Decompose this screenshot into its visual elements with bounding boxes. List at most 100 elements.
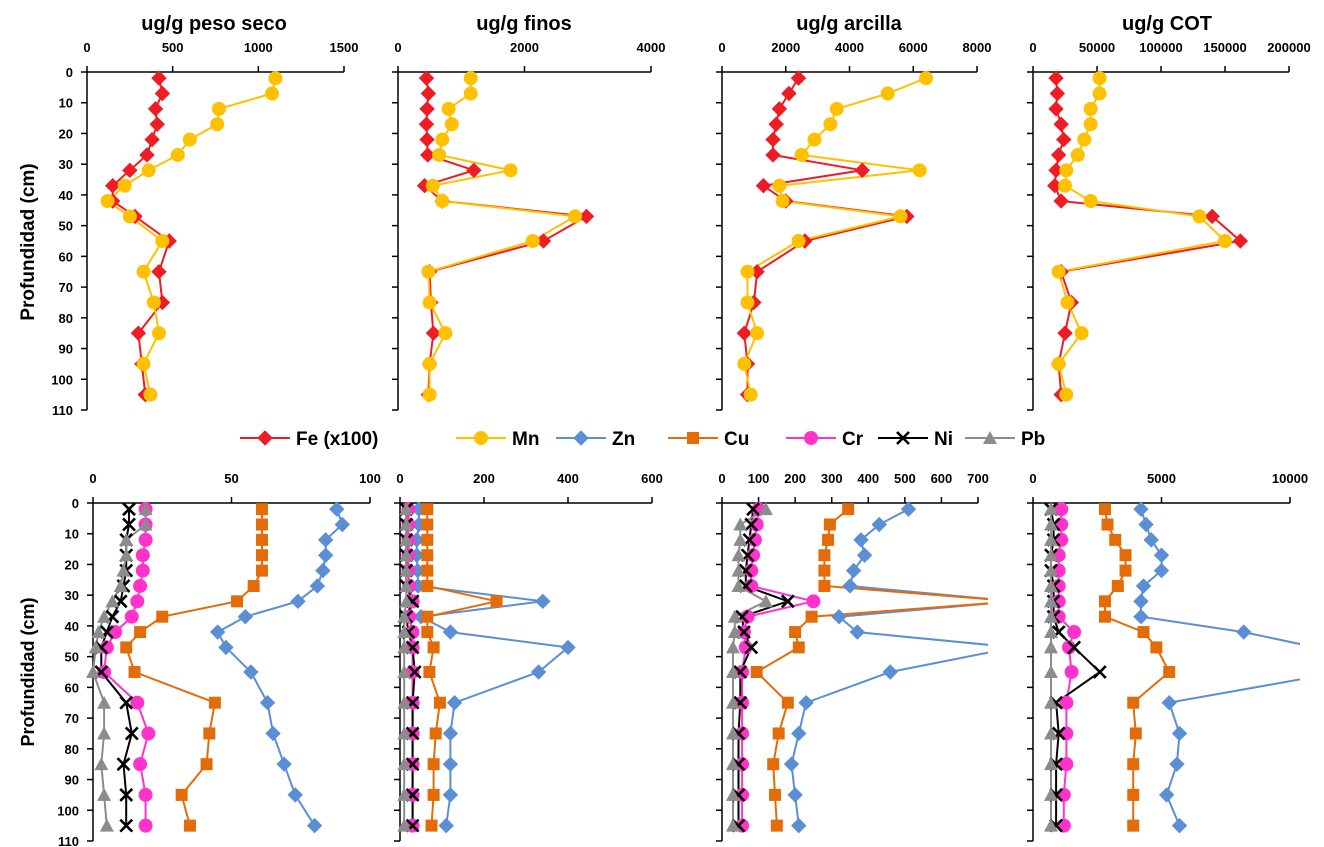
- data-point-pb: [105, 594, 120, 608]
- data-point-cu: [429, 727, 442, 740]
- data-point-ni: [744, 640, 759, 655]
- x-tick-label: 2000: [510, 40, 539, 55]
- data-point-zn: [1171, 725, 1188, 742]
- data-point-cu: [750, 666, 763, 678]
- data-point-zn: [853, 532, 869, 548]
- data-point-zn: [442, 725, 459, 742]
- data-point-mn: [823, 117, 838, 132]
- data-point-pb: [758, 502, 773, 516]
- data-point-fe: [1048, 70, 1064, 86]
- data-point-pb: [1043, 625, 1058, 639]
- legend-item-ni: Ni: [878, 429, 953, 450]
- y-axis-label-top: Profundidad (cm): [18, 163, 39, 320]
- panel-fe-mn-dry-weight: 0 500 1000 1500 0 10 20 30 40 50 60 70 80 90 100 110: [51, 40, 358, 418]
- data-point-mn: [136, 264, 151, 279]
- series-line-pb: [403, 509, 408, 826]
- data-point-pb: [758, 594, 773, 608]
- data-point-fe: [781, 85, 797, 102]
- data-point-zn: [442, 624, 459, 640]
- data-point-mn: [432, 147, 447, 162]
- data-point-fe: [578, 208, 595, 225]
- x-tick-label: 0: [1029, 471, 1036, 486]
- data-point-mn: [1059, 163, 1074, 178]
- data-point-pb: [1043, 665, 1058, 678]
- data-point-mn: [880, 86, 895, 101]
- data-point-cu: [421, 564, 434, 577]
- data-point-pb: [727, 609, 742, 623]
- data-point-mn: [503, 163, 518, 178]
- data-point-zn: [276, 756, 292, 772]
- data-point-pb: [397, 665, 412, 678]
- data-point-pb: [1043, 640, 1058, 654]
- data-point-cr: [130, 594, 145, 609]
- data-point-cu: [255, 533, 268, 546]
- data-point-cu: [208, 696, 221, 709]
- data-point-pb: [119, 532, 134, 546]
- data-point-cu: [156, 610, 169, 623]
- y-tick-label: 50: [65, 650, 79, 665]
- data-point-mn: [146, 295, 161, 310]
- data-point-zn: [309, 578, 326, 594]
- data-point-fe: [1057, 325, 1073, 341]
- data-point-fe: [466, 162, 482, 179]
- data-point-cu: [770, 819, 783, 832]
- x-tick-label: 4000: [637, 40, 666, 55]
- data-point-mn: [122, 209, 137, 224]
- series-line-ni: [737, 508, 791, 826]
- legend-label-fe: Fe (x100): [296, 429, 378, 450]
- x-tick-label: 0: [394, 40, 401, 55]
- data-point-cu: [1098, 610, 1111, 623]
- data-point-zn: [1169, 756, 1185, 772]
- y-tick-label: 70: [59, 280, 73, 295]
- data-point-cu: [1127, 696, 1140, 709]
- data-point-zn: [530, 664, 547, 680]
- data-point-pb: [1043, 594, 1058, 608]
- data-point-ni: [1092, 665, 1107, 679]
- data-point-cu: [1111, 579, 1124, 592]
- series-line-cu: [426, 509, 497, 826]
- data-point-mn: [740, 295, 755, 310]
- legend-label-cr: Cr: [842, 429, 864, 450]
- x-tick-label: 10000: [1272, 471, 1308, 486]
- y-tick-label: 30: [59, 157, 73, 172]
- data-point-cu: [772, 727, 785, 740]
- x-tick-label: 500: [894, 471, 916, 486]
- data-point-cu: [200, 758, 213, 771]
- data-point-mn: [438, 326, 453, 341]
- data-point-mn: [136, 356, 151, 371]
- data-point-cr: [1059, 757, 1074, 772]
- data-point-fe: [419, 131, 435, 148]
- y-tick-label: 100: [57, 803, 79, 818]
- series-line-fe: [422, 77, 590, 395]
- x-tick-label: 100: [359, 471, 381, 486]
- data-point-pb: [119, 548, 134, 562]
- data-point-cu: [255, 518, 268, 531]
- data-point-zn: [446, 695, 463, 711]
- x-tick-label: 600: [931, 471, 953, 486]
- panel-fe-mn-clay: 0 2000 4000 6000 8000: [716, 40, 991, 411]
- data-point-cu: [818, 564, 831, 577]
- data-point-zn: [842, 578, 858, 594]
- y-tick-label: 20: [59, 126, 73, 141]
- data-point-zn: [287, 787, 303, 803]
- series-line-pb: [732, 508, 769, 826]
- data-point-zn: [1138, 516, 1154, 533]
- data-point-pb: [97, 609, 112, 623]
- y-tick-label: 60: [65, 680, 79, 695]
- legend-marker-mn: [474, 431, 488, 445]
- data-point-pb: [91, 625, 106, 639]
- data-point-pb: [731, 548, 746, 562]
- data-point-ni: [1067, 640, 1082, 655]
- data-point-cu: [805, 610, 818, 623]
- data-point-ni: [124, 726, 139, 741]
- data-point-fe: [765, 147, 781, 163]
- data-point-fe: [854, 162, 870, 179]
- data-point-pb: [397, 726, 412, 740]
- data-point-pb: [1043, 548, 1058, 562]
- data-point-cu: [818, 579, 831, 592]
- data-point-pb: [733, 517, 748, 531]
- data-point-zn: [1236, 624, 1252, 640]
- data-point-ni: [116, 757, 131, 772]
- data-point-zn: [259, 695, 276, 711]
- data-point-mn: [425, 178, 440, 193]
